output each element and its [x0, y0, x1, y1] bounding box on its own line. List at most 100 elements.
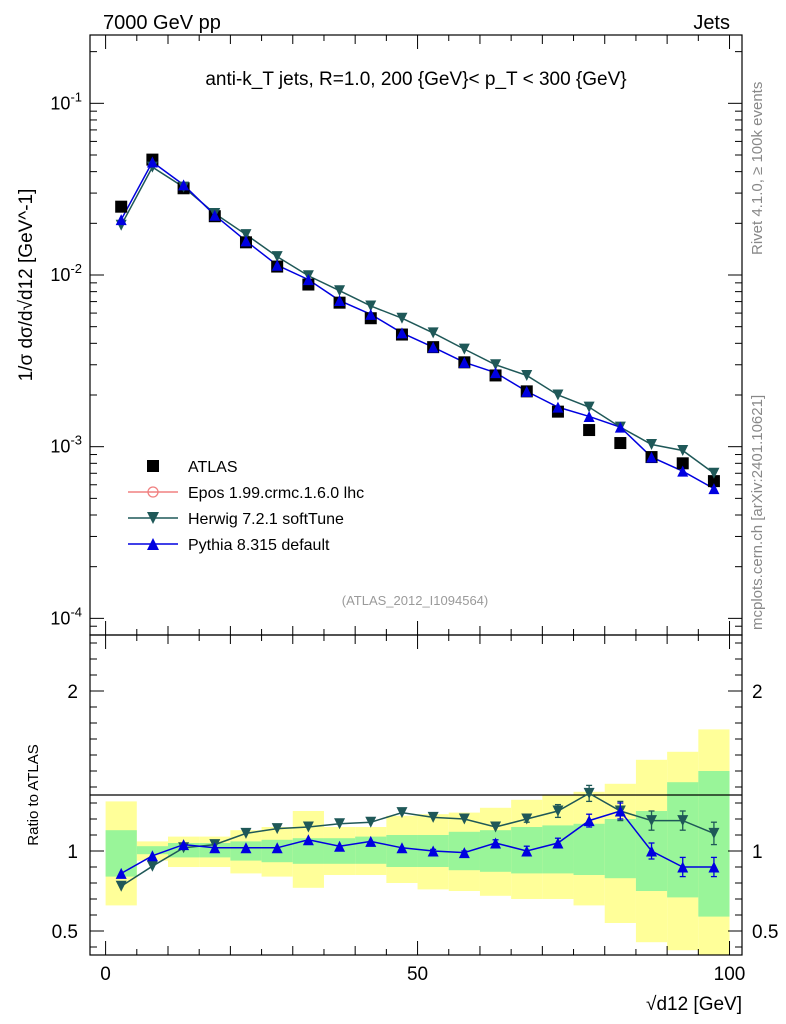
herwig-point [708, 467, 720, 479]
pythia-point [396, 327, 408, 339]
pythia-point [115, 214, 127, 226]
pythia-ratio-point [490, 837, 502, 849]
pythia-point [490, 367, 502, 379]
herwig-ratio-point [302, 821, 314, 833]
band-inner-bin [479, 830, 512, 872]
herwig-ratio-point [552, 805, 564, 817]
band-inner-bin [136, 846, 168, 855]
atlas-legend-marker [147, 460, 159, 472]
ratio-ticks: 0.5 0.5 1 1 2 2 0 50 100 [52, 635, 778, 985]
ratio-panel: 0.5 0.5 1 1 2 2 0 50 100 Ratio to ATLAS √d12 [Ge… [25, 634, 778, 1015]
band-inner-bin [573, 823, 605, 875]
pythia-ratio-point [115, 867, 127, 879]
herwig-point [427, 327, 439, 339]
pythia-point [552, 401, 564, 413]
atlas-point [707, 475, 720, 488]
herwig-point [271, 251, 283, 263]
herwig-ratio-point [646, 815, 658, 827]
pythia-ratio-point [521, 845, 533, 857]
pythia-point [302, 274, 314, 286]
pythia-ratio-point [646, 845, 658, 857]
main-ylabel: 1/σ dσ/d√d12 [GeV^-1] [16, 189, 37, 382]
pythia-point [708, 483, 720, 495]
herwig-ratio-point [583, 787, 595, 799]
herwig-point [458, 343, 470, 355]
main-ticks: 10-1 10-2 10-3 10-4 [50, 35, 742, 636]
atlas-point [614, 437, 627, 450]
atlas-legend-label: ATLAS [188, 459, 238, 476]
chart-title: anti-k_T jets, R=1.0, 200 {GeV}< p_T < 3… [205, 69, 626, 90]
herwig-ratio-point [708, 827, 720, 839]
header-right: Jets [693, 12, 730, 34]
herwig-point [490, 359, 502, 371]
pythia-point [646, 451, 658, 463]
herwig-ratio-line [120, 792, 715, 887]
pythia-point [677, 465, 689, 477]
ratio-frame [89, 634, 743, 956]
ratio-ylabel: Ratio to ATLAS [25, 744, 42, 845]
pythia-ratio-point [209, 842, 221, 854]
band-inner-bin [667, 782, 699, 898]
pythia-point [521, 385, 533, 397]
pythia-ratio-point [583, 815, 595, 827]
pythia-point [365, 308, 377, 320]
herwig-point [646, 438, 658, 450]
herwig-point [583, 401, 595, 413]
ratio-series [115, 784, 720, 892]
herwig-point [240, 229, 252, 241]
mcplots-label: mcplots.cern.ch [arXiv:2401.10621] [749, 395, 766, 630]
pythia-ratio-point [178, 839, 190, 851]
herwig-ratio-point [427, 811, 439, 823]
pythia-ratio-point [708, 861, 720, 873]
x-tick-label: 0 [100, 964, 111, 985]
epos-legend-marker [147, 486, 159, 498]
herwig-ratio-point [458, 813, 470, 825]
herwig-point [521, 369, 533, 381]
herwig-point [677, 445, 689, 457]
main-series [115, 153, 720, 495]
herwig-ratio-point [521, 813, 533, 825]
x-tick-label: 50 [407, 964, 428, 985]
herwig-ratio-point [396, 807, 408, 819]
herwig-point [396, 312, 408, 324]
band-inner-bin [604, 819, 636, 879]
pythia-point [334, 295, 346, 307]
herwig-ratio-point [240, 827, 252, 839]
herwig-ratio-point [146, 860, 158, 872]
pythia-point [271, 259, 283, 271]
herwig-ratio-point [365, 816, 377, 828]
pythia-ratio-point [458, 847, 470, 859]
pythia-point [583, 410, 595, 422]
herwig-point [365, 300, 377, 312]
y-tick-label: 10-3 [50, 433, 82, 457]
pythia-ratio-point [427, 845, 439, 857]
ratio-y-tick-label-left: 0.5 [52, 922, 78, 943]
ratio-y-tick-label-left: 1 [67, 842, 78, 863]
header-left: 7000 GeV pp [103, 12, 221, 34]
ratio-y-tick-label-right: 1 [752, 842, 763, 863]
y-tick-label: 10-2 [50, 261, 82, 285]
pythia-ratio-line [120, 810, 714, 875]
y-tick-label: 10-4 [50, 604, 82, 628]
herwig-point [552, 389, 564, 401]
herwig-legend-marker [147, 512, 159, 524]
pythia-ratio-point [365, 835, 377, 847]
ratio-bands [105, 729, 730, 955]
ratio-y-tick-label-right: 2 [752, 682, 763, 703]
pythia-ratio-point [302, 834, 314, 846]
pythia-ratio-point [240, 842, 252, 854]
ratio-y-tick-label-right: 0.5 [752, 922, 778, 943]
pythia-ratio-point [677, 861, 689, 873]
pythia-point [614, 421, 626, 433]
epos-legend-label: Epos 1.99.crmc.1.6.0 lhc [188, 485, 364, 502]
x-tick-label: 100 [714, 964, 746, 985]
pythia-legend-label: Pythia 8.315 default [188, 537, 330, 554]
herwig-legend-label: Herwig 7.2.1 softTune [188, 511, 344, 528]
rivet-label: Rivet 4.1.0, ≥ 100k events [749, 82, 766, 255]
herwig-ratio-point [115, 880, 127, 892]
pythia-ratio-point [552, 837, 564, 849]
watermark: (ATLAS_2012_I1094564) [342, 593, 488, 608]
pythia-point [458, 356, 470, 368]
pythia-ratio-point [146, 850, 158, 862]
main-panel: 10-1 10-2 10-3 10-4 anti-k_T jets, R=1.0, 2… [16, 34, 743, 636]
